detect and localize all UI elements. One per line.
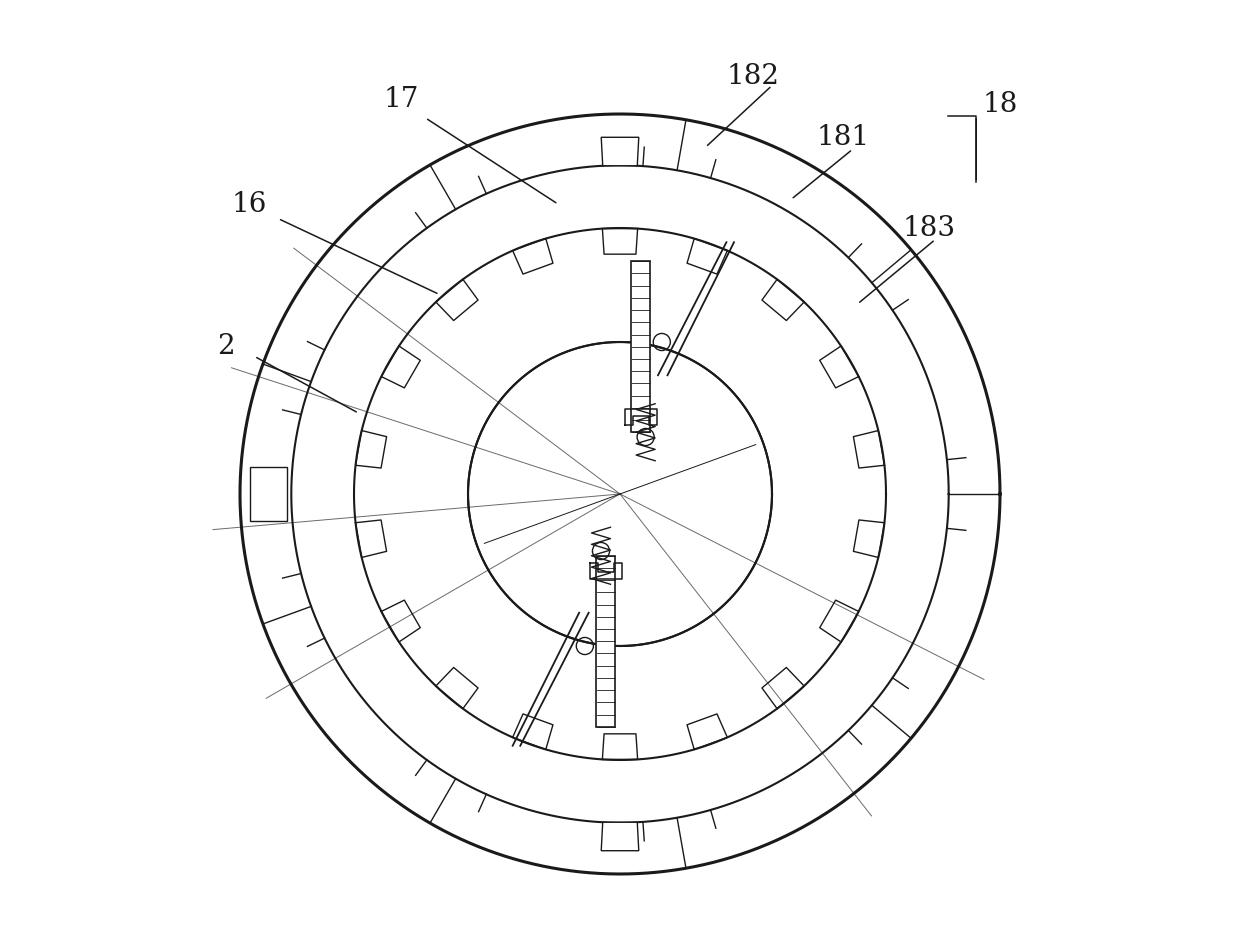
- Text: 17: 17: [383, 86, 419, 113]
- Polygon shape: [596, 556, 615, 727]
- Text: 2: 2: [217, 333, 234, 360]
- Text: 18: 18: [982, 91, 1018, 118]
- Polygon shape: [601, 823, 639, 850]
- Bar: [250, 467, 286, 521]
- Text: 16: 16: [232, 191, 267, 218]
- Text: 181: 181: [817, 124, 869, 151]
- Text: 182: 182: [727, 63, 780, 89]
- Polygon shape: [601, 138, 639, 165]
- Polygon shape: [631, 261, 651, 432]
- Text: 183: 183: [903, 215, 955, 241]
